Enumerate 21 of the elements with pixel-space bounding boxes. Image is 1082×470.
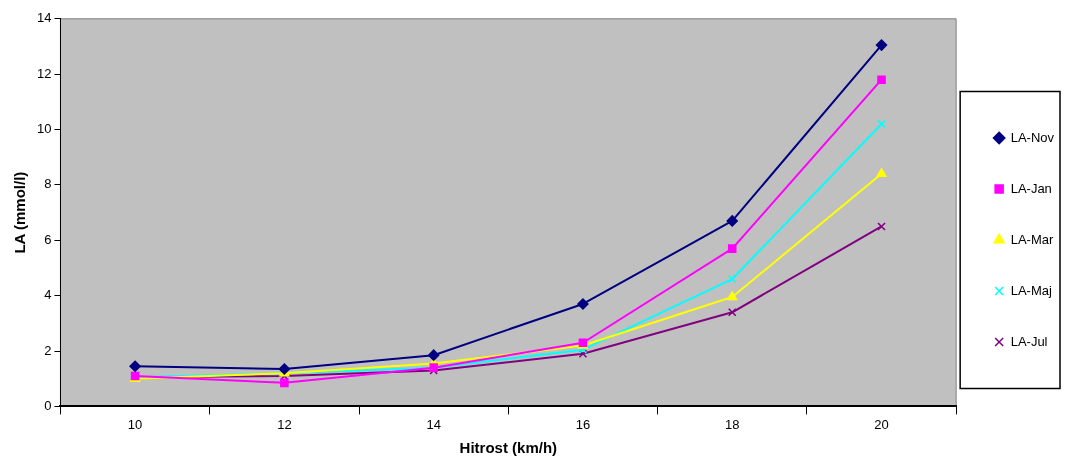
y-tick-label: 4 [44,287,52,303]
y-tick-label: 6 [44,231,52,247]
y-tick-label: 2 [44,342,52,358]
legend-label: LA-Jan [1010,180,1052,196]
x-tick-label: 14 [426,416,441,432]
x-tick-label: 12 [277,416,292,432]
legend-label: LA-Jul [1010,333,1048,349]
legend-label: LA-Maj [1010,282,1052,298]
y-tick-label: 8 [44,176,52,192]
x-tick-label: 20 [874,416,889,432]
legend-label: LA-Mar [1010,231,1054,247]
y-tick-label: 14 [36,10,52,26]
legend-label: LA-Nov [1010,129,1055,145]
y-tick-label: 12 [36,65,52,81]
x-tick-label: 16 [575,416,591,432]
y-tick-label: 0 [44,397,52,413]
y-axis-title: LA (mmol/l) [11,171,29,254]
x-axis-title: Hitrost (km/h) [459,439,558,457]
y-tick-label: 10 [36,121,52,137]
x-tick-label: 10 [127,416,143,432]
x-tick-label: 18 [724,416,740,432]
